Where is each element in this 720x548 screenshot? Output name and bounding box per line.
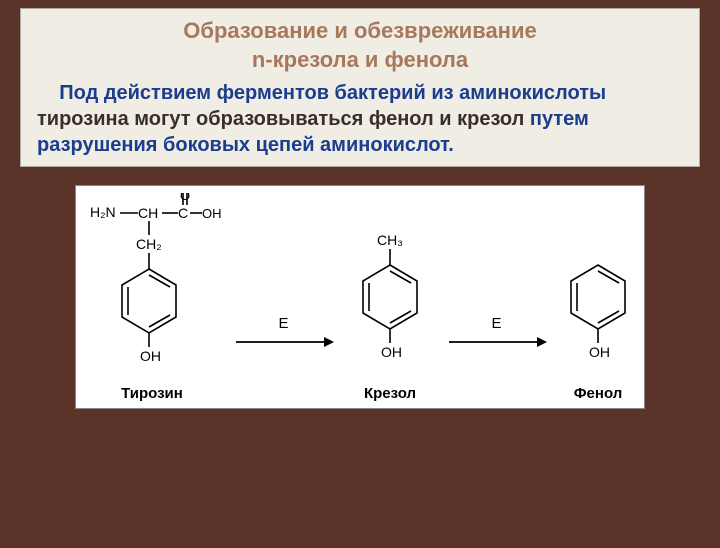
svg-text:H₂N: H₂N	[90, 204, 116, 220]
title-line-2: n-крезола и фенола	[252, 47, 468, 72]
molecule-phenol: OH Фенол	[558, 251, 638, 402]
para-seg-1: Под действием ферментов бактерий из амин…	[59, 82, 606, 104]
phenol-structure: OH	[558, 251, 638, 381]
label-phenol: Фенол	[574, 385, 623, 402]
title-line-1: Образование и обезвреживание	[183, 18, 536, 43]
para-seg-2: тирозина могут образовываться фенол и кр…	[37, 108, 530, 130]
arrow-1-icon	[234, 334, 334, 350]
cresol-structure: CH₃ OH	[345, 231, 435, 381]
svg-text:CH: CH	[138, 205, 158, 221]
body-paragraph: Под действием ферментов бактерий из амин…	[37, 80, 683, 158]
arrow-2-label: E	[491, 315, 501, 332]
svg-text:OH: OH	[140, 348, 161, 364]
arrow-2: E	[447, 315, 547, 350]
arrow-2-icon	[447, 334, 547, 350]
tyrosine-structure: H₂N CH C O OH CH₂	[82, 193, 222, 381]
label-tyrosine: Тирозин	[121, 385, 183, 402]
svg-text:OH: OH	[202, 206, 222, 221]
slide-title: Образование и обезвреживание n-крезола и…	[37, 17, 683, 74]
text-box: Образование и обезвреживание n-крезола и…	[20, 8, 700, 167]
label-cresol: Крезол	[364, 385, 416, 402]
reaction-diagram: H₂N CH C O OH CH₂	[75, 185, 645, 409]
diagram-row: H₂N CH C O OH CH₂	[82, 192, 638, 402]
arrow-1: E	[234, 315, 334, 350]
svg-text:OH: OH	[381, 344, 402, 360]
svg-text:OH: OH	[589, 344, 610, 360]
svg-text:C: C	[178, 205, 188, 221]
molecule-tyrosine: H₂N CH C O OH CH₂	[82, 193, 222, 402]
svg-text:O: O	[180, 193, 190, 203]
svg-text:CH₂: CH₂	[136, 236, 162, 252]
svg-text:CH₃: CH₃	[377, 232, 403, 248]
molecule-cresol: CH₃ OH Крезол	[345, 231, 435, 402]
arrow-1-label: E	[278, 315, 288, 332]
